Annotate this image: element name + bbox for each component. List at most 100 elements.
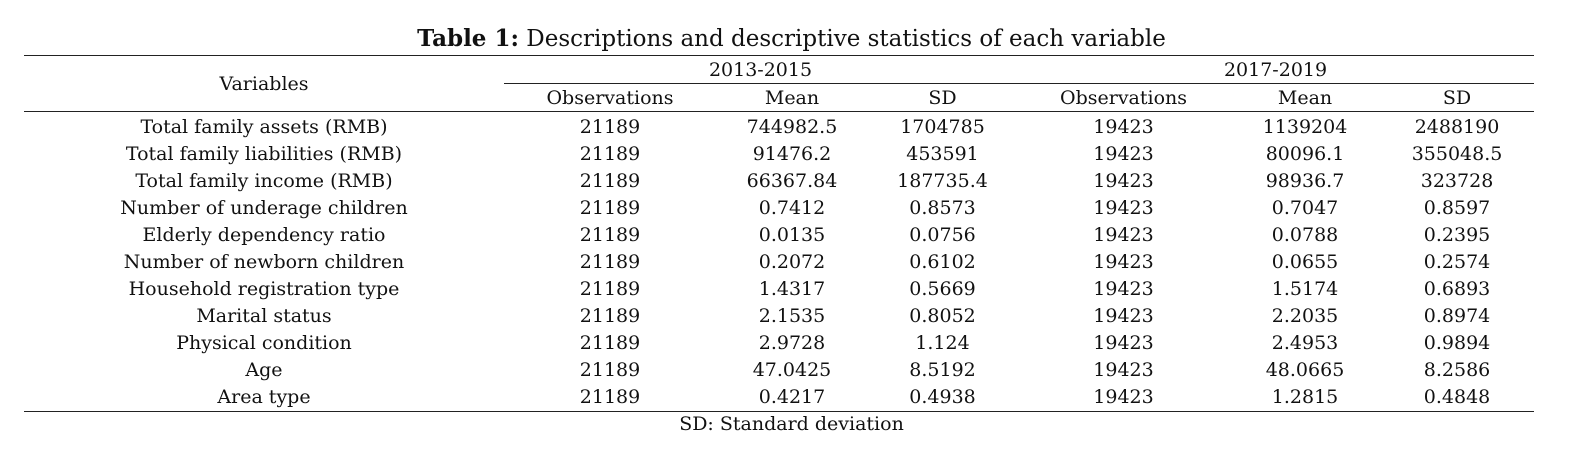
header-sd: SD xyxy=(868,83,1018,112)
sd-2013-2015-cell: 0.8052 xyxy=(909,305,976,327)
variable-name: Number of newborn children xyxy=(123,251,405,273)
mean-2013-2015-cell: 47.0425 xyxy=(752,359,832,381)
observations-2013-2015-cell: 21189 xyxy=(579,278,641,300)
table-row: Marital status 21189 2.1535 0.8052 19423 2.20… xyxy=(24,303,1534,330)
table-header: Variables 2013-2015 2017-2019 Observatio… xyxy=(24,55,1535,112)
observations-2017-2019-cell: 19423 xyxy=(1093,332,1154,354)
variable-name: Elderly dependency ratio xyxy=(142,224,386,246)
observations-2013-2015-cell: 21189 xyxy=(579,143,641,165)
table-row: Age 21189 47.0425 8.5192 19423 48.0665 8.2586 xyxy=(24,357,1534,384)
observations-2017-2019-cell: 19423 xyxy=(1093,224,1154,246)
caption-text: Descriptions and descriptive statistics … xyxy=(518,26,1166,52)
mean-2017-2019-cell: 80096.1 xyxy=(1265,143,1345,165)
sd-2013-2015-cell: 187735.4 xyxy=(897,170,988,192)
mean-2017-2019-cell: 0.0655 xyxy=(1271,251,1339,273)
variable-name: Age xyxy=(245,359,283,381)
observations-2013-2015-cell: 21189 xyxy=(579,224,641,246)
mean-2017-2019-cell: 1139204 xyxy=(1262,116,1348,138)
mean-2013-2015-cell: 0.4217 xyxy=(716,384,868,412)
variable-name: Household registration type xyxy=(128,278,400,300)
mean-2017-2019-cell: 2.4953 xyxy=(1271,332,1339,354)
variable-name: Marital status xyxy=(196,305,332,327)
sd-2017-2019-cell: 8.2586 xyxy=(1423,359,1491,381)
table-row: Area type 21189 0.4217 0.4938 19423 1.2815 0.4… xyxy=(24,384,1535,412)
observations-2013-2015-cell: 21189 xyxy=(504,384,716,412)
sd-2017-2019-cell: 0.4848 xyxy=(1380,384,1535,412)
mean-2017-2019-cell: 98936.7 xyxy=(1265,170,1345,192)
sd-2013-2015-cell: 1704785 xyxy=(900,116,985,138)
observations-2017-2019-cell: 19423 xyxy=(1017,384,1231,412)
mean-2013-2015-cell: 0.0135 xyxy=(758,224,826,246)
sd-2017-2019-cell: 0.2395 xyxy=(1423,224,1491,246)
mean-2017-2019-cell: 2.2035 xyxy=(1271,305,1339,327)
observations-2017-2019-cell: 19423 xyxy=(1093,278,1154,300)
sd-2013-2015-cell: 8.5192 xyxy=(909,359,976,381)
observations-2013-2015-cell: 21189 xyxy=(579,251,641,273)
header-observations: Observations xyxy=(504,83,716,112)
table-note: SD: Standard deviation xyxy=(679,413,904,435)
observations-2013-2015-cell: 21189 xyxy=(579,359,641,381)
header-mean: Mean xyxy=(716,83,868,112)
table-row: Number of newborn children 21189 0.2072 0.6… xyxy=(24,249,1534,276)
mean-2017-2019-cell: 1.5174 xyxy=(1271,278,1339,300)
observations-2017-2019-cell: 19423 xyxy=(1093,143,1154,165)
observations-2017-2019-cell: 19423 xyxy=(1093,251,1154,273)
mean-2013-2015-cell: 0.2072 xyxy=(758,251,826,273)
observations-2013-2015-cell: 21189 xyxy=(579,116,641,138)
observations-2013-2015-cell: 21189 xyxy=(579,197,641,219)
sd-2017-2019-cell: 0.8974 xyxy=(1423,305,1491,327)
variable-name: Total family assets (RMB) xyxy=(140,116,388,138)
sd-2013-2015-cell: 0.5669 xyxy=(909,278,976,300)
table-row: Household registration type 21189 1.4317 0.… xyxy=(24,276,1534,303)
sd-2013-2015-cell: 453591 xyxy=(906,143,979,165)
sd-2017-2019-cell: 0.8597 xyxy=(1423,197,1491,219)
observations-2017-2019-cell: 19423 xyxy=(1093,116,1154,138)
sd-2013-2015-cell: 0.6102 xyxy=(909,251,976,273)
table-row: Elderly dependency ratio 21189 0.0135 0.075… xyxy=(24,222,1534,249)
header-observations: Observations xyxy=(1017,83,1231,112)
header-sd: SD xyxy=(1380,83,1535,112)
header-variables: Variables xyxy=(24,55,504,112)
observations-2017-2019-cell: 19423 xyxy=(1093,359,1154,381)
sd-2013-2015-cell: 0.8573 xyxy=(909,197,976,219)
mean-2017-2019-cell: 0.0788 xyxy=(1271,224,1339,246)
sd-2017-2019-cell: 323728 xyxy=(1420,170,1494,192)
table-caption: Table 1: Descriptions and descriptive st… xyxy=(0,24,1583,54)
mean-2013-2015-cell: 2.1535 xyxy=(758,305,826,327)
sd-2017-2019-cell: 0.6893 xyxy=(1423,278,1491,300)
variable-name: Physical condition xyxy=(176,332,352,354)
mean-2013-2015-cell: 66367.84 xyxy=(746,170,838,192)
observations-2013-2015-cell: 21189 xyxy=(579,170,641,192)
table-row: Number of underage children 21189 0.7412 0.… xyxy=(24,195,1534,222)
variable-name: Number of underage children xyxy=(120,197,408,219)
mean-2017-2019-cell: 0.7047 xyxy=(1271,197,1339,219)
variable-name: Total family income (RMB) xyxy=(135,170,393,192)
descriptive-statistics-table: Variables 2013-2015 2017-2019 Observatio… xyxy=(24,55,1535,412)
caption-label: Table 1: xyxy=(417,25,519,52)
sd-2017-2019-cell: 2488190 xyxy=(1414,116,1500,138)
sd-2017-2019-cell: 0.2574 xyxy=(1423,251,1491,273)
observations-2017-2019-cell: 19423 xyxy=(1093,197,1154,219)
table-body: Total family assets (RMB) 21189 744982.5 17… xyxy=(24,112,1535,412)
sd-2017-2019-cell: 0.9894 xyxy=(1423,332,1491,354)
table-row: Total family income (RMB) 21189 66367.84 18… xyxy=(24,168,1534,195)
mean-2017-2019-cell: 48.0665 xyxy=(1265,359,1345,381)
variable-name: Total family liabilities (RMB) xyxy=(125,143,403,165)
observations-2017-2019-cell: 19423 xyxy=(1093,170,1154,192)
header-period-2013-2015: 2013-2015 xyxy=(504,55,1018,84)
variable-name: Area type xyxy=(24,384,504,412)
header-period-2017-2019: 2017-2019 xyxy=(1017,55,1535,84)
mean-2017-2019-cell: 1.2815 xyxy=(1230,384,1381,412)
sd-2017-2019-cell: 355048.5 xyxy=(1411,143,1503,165)
table-row: Physical condition 21189 2.9728 1.124 19423 2… xyxy=(24,330,1534,357)
mean-2013-2015-cell: 2.9728 xyxy=(758,332,826,354)
observations-2013-2015-cell: 21189 xyxy=(579,305,641,327)
header-mean: Mean xyxy=(1230,83,1381,112)
sd-2013-2015-cell: 0.4938 xyxy=(868,384,1018,412)
mean-2013-2015-cell: 1.4317 xyxy=(758,278,826,300)
table-row: Total family liabilities (RMB) 21189 91476… xyxy=(24,141,1534,168)
mean-2013-2015-cell: 0.7412 xyxy=(758,197,826,219)
table-row: Total family assets (RMB) 21189 744982.5 17… xyxy=(24,112,1534,142)
sd-2013-2015-cell: 1.124 xyxy=(915,332,970,354)
observations-2013-2015-cell: 21189 xyxy=(579,332,641,354)
